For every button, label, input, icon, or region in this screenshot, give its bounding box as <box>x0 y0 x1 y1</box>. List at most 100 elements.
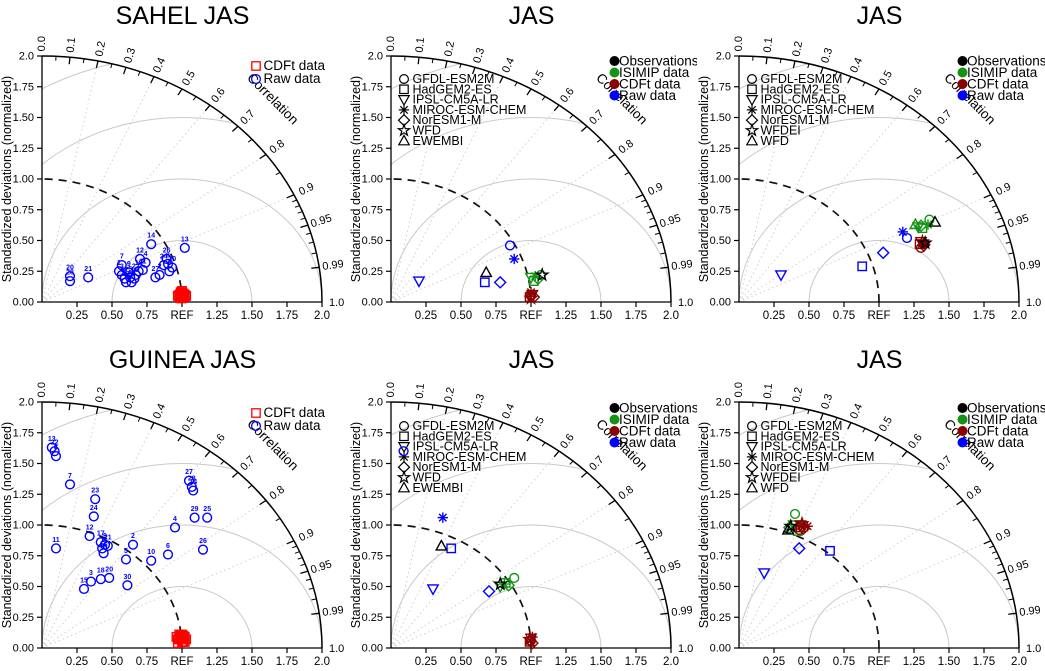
data-point-circle <box>133 266 144 277</box>
legend-model-label: NorESM1-M <box>413 113 482 127</box>
data-point-circle <box>189 512 200 523</box>
svg-text:0.6: 0.6 <box>558 432 577 451</box>
legend-model-label: HadGEM2-ES <box>761 82 840 96</box>
panel-jas-right-top: 0.25 0.50 0.75 REF 1.25 1.50 1.75 2.0 0.00 0.25 0.… <box>697 0 1045 335</box>
data-point-number: 9 <box>127 261 131 268</box>
legend-model-label: NorESM1-M <box>761 113 830 127</box>
legend-model-label: WFDEI <box>761 124 801 138</box>
svg-text:REF: REF <box>171 310 194 322</box>
data-points <box>398 446 539 650</box>
legend-model-label: MIROC-ESM-CHEM <box>761 450 875 464</box>
legend-model-label: WFD <box>761 481 789 495</box>
legend: GFDL-ESM2MHadGEM2-ESIPSL-CM5A-LRMIROC-ES… <box>744 54 1045 148</box>
data-point-number: 22 <box>132 263 140 270</box>
legend-dataset-dot <box>957 79 968 89</box>
svg-text:0.4: 0.4 <box>500 402 517 421</box>
svg-text:0.99: 0.99 <box>1019 604 1042 619</box>
data-point-square <box>179 636 190 647</box>
data-point-number: 12 <box>136 247 144 254</box>
data-point-number: 20 <box>105 566 113 573</box>
svg-text:0.8: 0.8 <box>964 138 983 157</box>
data-point-number: 30 <box>124 574 132 581</box>
legend-dataset-label: Observations <box>619 54 697 69</box>
svg-text:0.25: 0.25 <box>362 612 383 624</box>
svg-text:0.50: 0.50 <box>450 310 472 322</box>
axes: 0.25 0.50 0.75 REF 1.25 1.50 1.75 2.00.000.250.… <box>0 51 330 323</box>
correlation-rays <box>738 60 992 303</box>
data-point-circle <box>183 475 195 486</box>
svg-text:0.50: 0.50 <box>798 656 820 668</box>
legend-dataset-dot <box>957 414 968 425</box>
svg-text:1.25: 1.25 <box>206 656 228 668</box>
data-point-star <box>534 266 550 282</box>
legend-star-symbol <box>744 469 760 484</box>
svg-text:0.3: 0.3 <box>819 393 835 411</box>
panel-jas-middle-top: 0.25 0.50 0.75 REF 1.25 1.50 1.75 2.0 0.00 0.25 0.… <box>349 0 697 335</box>
data-point-tri_up <box>928 215 942 227</box>
svg-text:1.75: 1.75 <box>710 427 731 439</box>
legend-tri_up-symbol <box>397 481 411 493</box>
svg-text:2.0: 2.0 <box>314 656 330 668</box>
correlation-rays <box>738 406 992 649</box>
legend-dataset-label: Raw data <box>967 435 1025 450</box>
svg-text:0.00: 0.00 <box>362 297 383 309</box>
legend-dataset-label: Raw data <box>619 435 677 450</box>
panel-title: JAS <box>508 346 555 374</box>
svg-text:1.75: 1.75 <box>362 427 383 439</box>
data-point-number: 7 <box>120 254 124 261</box>
legend-circle-symbol <box>250 420 262 432</box>
legend-square-symbol <box>747 84 757 95</box>
data-point-number: 25 <box>203 506 211 513</box>
svg-text:0.99: 0.99 <box>322 258 345 273</box>
data-point-circle <box>97 543 108 554</box>
svg-text:REF: REF <box>868 656 891 668</box>
data-point-circle <box>154 269 165 281</box>
svg-text:0.1: 0.1 <box>414 383 427 399</box>
data-point-number: 28 <box>188 475 196 482</box>
svg-text:0.50: 0.50 <box>710 235 731 247</box>
legend-model-label: IPSL-CM5A-LR <box>413 440 499 454</box>
data-point-square <box>172 638 183 648</box>
svg-text:0.5: 0.5 <box>529 415 547 434</box>
legend: GFDL-ESM2MHadGEM2-ESIPSL-CM5A-LRMIROC-ES… <box>396 54 697 148</box>
svg-text:1.75: 1.75 <box>13 427 34 439</box>
svg-text:1.0: 1.0 <box>1026 297 1041 309</box>
svg-text:2.0: 2.0 <box>314 310 330 322</box>
data-point-number: 11 <box>139 259 147 266</box>
rms-arcs <box>391 56 671 302</box>
svg-text:0.0: 0.0 <box>733 382 745 397</box>
svg-text:0.75: 0.75 <box>13 550 34 562</box>
svg-text:0.1: 0.1 <box>762 37 775 53</box>
data-point-diamond <box>525 636 539 650</box>
legend-circle-symbol <box>398 73 409 84</box>
legend-model-label: GFDL-ESM2M <box>761 72 843 86</box>
data-point-circle <box>84 530 95 542</box>
panel-title: JAS <box>856 2 903 30</box>
data-point-number: 21 <box>104 534 112 541</box>
y-axis-label: Standardized deviations (normalized) <box>349 422 363 628</box>
legend-dataset-dot <box>609 90 620 101</box>
data-point-number: 4 <box>144 251 148 258</box>
legend-dataset-label: ISIMIP data <box>967 65 1038 80</box>
svg-text:1.50: 1.50 <box>710 112 731 124</box>
legend-model-label: HadGEM2-ES <box>413 82 492 96</box>
data-point-circle <box>102 540 113 552</box>
legend-dataset-dot <box>957 437 968 448</box>
data-point-circle <box>169 522 181 533</box>
svg-text:0.7: 0.7 <box>238 454 257 473</box>
legend-dataset-dot <box>609 79 620 89</box>
data-point-circle <box>125 272 136 283</box>
svg-text:2.0: 2.0 <box>19 397 34 409</box>
svg-text:0.6: 0.6 <box>209 432 228 451</box>
data-point-circle <box>504 240 516 251</box>
axes: 0.25 0.50 0.75 REF 1.25 1.50 1.75 2.00.000.250.… <box>0 397 330 669</box>
data-point-tri_down <box>774 270 788 282</box>
legend-circle-symbol <box>250 73 262 85</box>
axes: 0.25 0.50 0.75 REF 1.25 1.50 1.75 2.00.000.250.… <box>349 51 679 323</box>
svg-text:0.00: 0.00 <box>710 643 731 655</box>
svg-text:1.50: 1.50 <box>13 112 34 124</box>
svg-text:0.99: 0.99 <box>671 604 694 619</box>
data-point-number: 24 <box>90 505 98 512</box>
legend-tri_down-symbol <box>745 441 759 454</box>
svg-text:2.0: 2.0 <box>716 397 731 409</box>
